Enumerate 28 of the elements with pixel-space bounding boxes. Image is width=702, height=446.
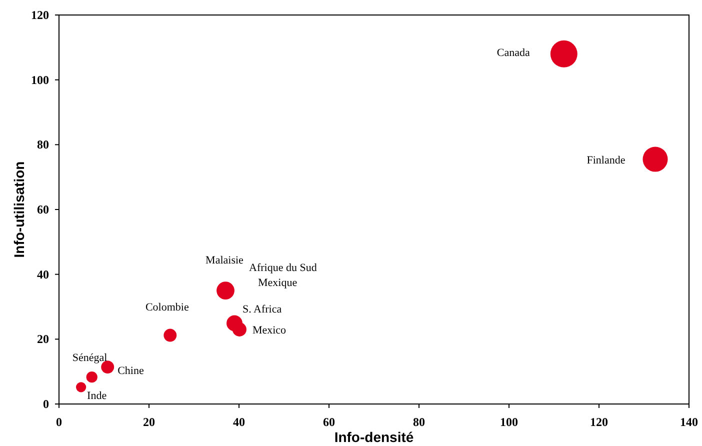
data-label: Chine: [118, 365, 144, 378]
data-label: Malaisie: [206, 254, 244, 267]
y-tick-label: 60: [37, 202, 49, 216]
data-label: Mexico: [252, 324, 287, 336]
annotation: Afrique du Sud: [249, 262, 318, 274]
y-tick-label: 0: [43, 397, 49, 411]
x-tick-label: 80: [413, 415, 425, 429]
y-tick-label: 100: [31, 72, 49, 87]
x-tick-label: 40: [233, 415, 245, 429]
x-tick-label: 60: [323, 415, 335, 429]
data-label: Sénégal: [72, 352, 108, 364]
y-tick-label: 20: [37, 332, 49, 346]
y-tick-label: 80: [37, 138, 49, 152]
data-label: Canada: [496, 46, 530, 59]
data-label: Finlande: [586, 154, 626, 166]
x-tick-label: 140: [680, 415, 698, 429]
x-tick-label: 0: [56, 415, 62, 429]
x-tick-label: 100: [500, 415, 518, 429]
data-label: S. Africa: [242, 303, 282, 316]
data-label: Inde: [87, 390, 107, 402]
y-axis-title: Info-utilisation: [11, 161, 27, 258]
x-tick-label: 20: [143, 415, 155, 429]
x-axis-title: Info-densité: [334, 429, 414, 445]
y-tick-label: 120: [31, 8, 49, 22]
x-tick-label: 120: [590, 415, 608, 429]
annotation: Mexique: [258, 277, 298, 289]
y-tick-label: 40: [37, 267, 49, 282]
data-label: Colombie: [145, 301, 189, 314]
